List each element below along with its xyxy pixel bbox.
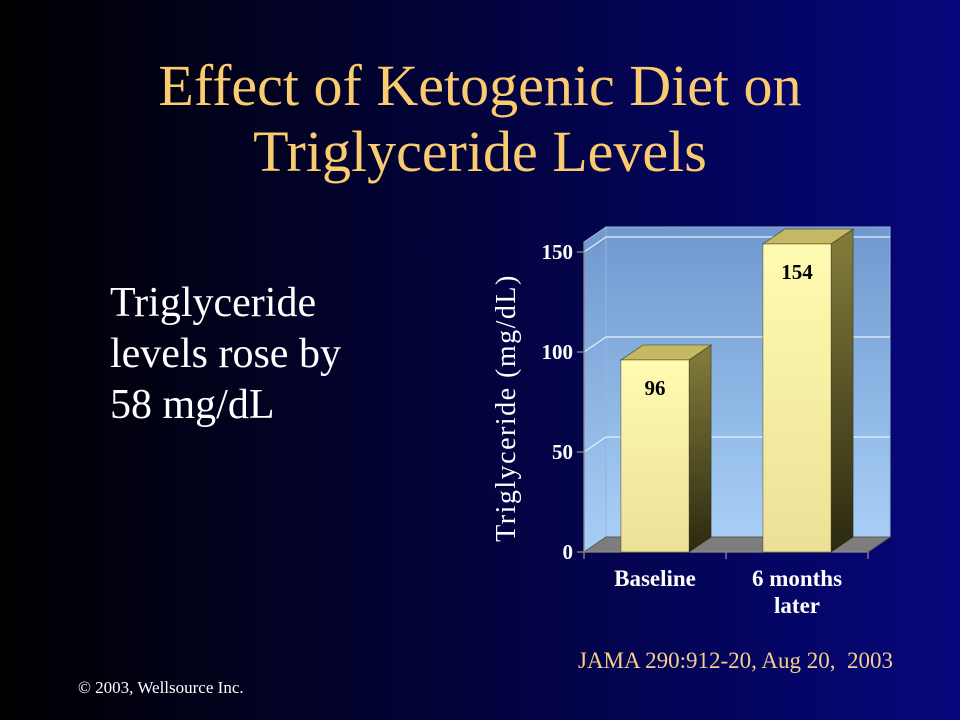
y-tick-label: 150 — [542, 240, 574, 264]
bar-top-face — [761, 228, 855, 245]
y-axis-label: Triglyceride (mg/dL) — [491, 274, 522, 542]
bar-side-face — [830, 228, 854, 553]
title-line: Triglyceride Levels — [253, 119, 707, 184]
y-tick-label: 100 — [542, 340, 574, 364]
bar-baseline — [619, 344, 713, 553]
chart-floor — [582, 536, 892, 553]
slide-title: Effect of Ketogenic Diet on Triglyceride… — [0, 53, 960, 185]
y-tick-label: 50 — [552, 440, 573, 464]
body-line: 58 mg/dL — [110, 382, 275, 428]
bar-side-face — [688, 344, 712, 553]
bar-front-face — [762, 243, 832, 553]
gridline — [583, 436, 890, 453]
body-line: Triglyceride — [110, 280, 317, 326]
body-line: levels rose by — [110, 331, 341, 377]
data-label: 154 — [781, 260, 813, 284]
bar-top-face — [619, 344, 713, 361]
chart-back-wall — [605, 226, 891, 538]
chart-side-wall — [583, 226, 607, 553]
bar-6-months-later — [761, 228, 855, 553]
data-label: 96 — [645, 376, 666, 400]
y-tick-label: 0 — [563, 540, 574, 564]
body-text: Triglyceride levels rose by 58 mg/dL — [110, 278, 341, 431]
bar-front-face — [620, 359, 690, 553]
x-category-label: Baseline — [614, 566, 696, 591]
citation: JAMA 290:912-20, Aug 20, 2003 — [578, 648, 893, 673]
x-category-label: 6 months later — [751, 566, 843, 618]
gridline — [583, 236, 890, 253]
gridline — [583, 336, 890, 353]
copyright-notice: © 2003, Wellsource Inc. — [78, 678, 244, 697]
title-line: Effect of Ketogenic Diet on — [158, 53, 802, 118]
